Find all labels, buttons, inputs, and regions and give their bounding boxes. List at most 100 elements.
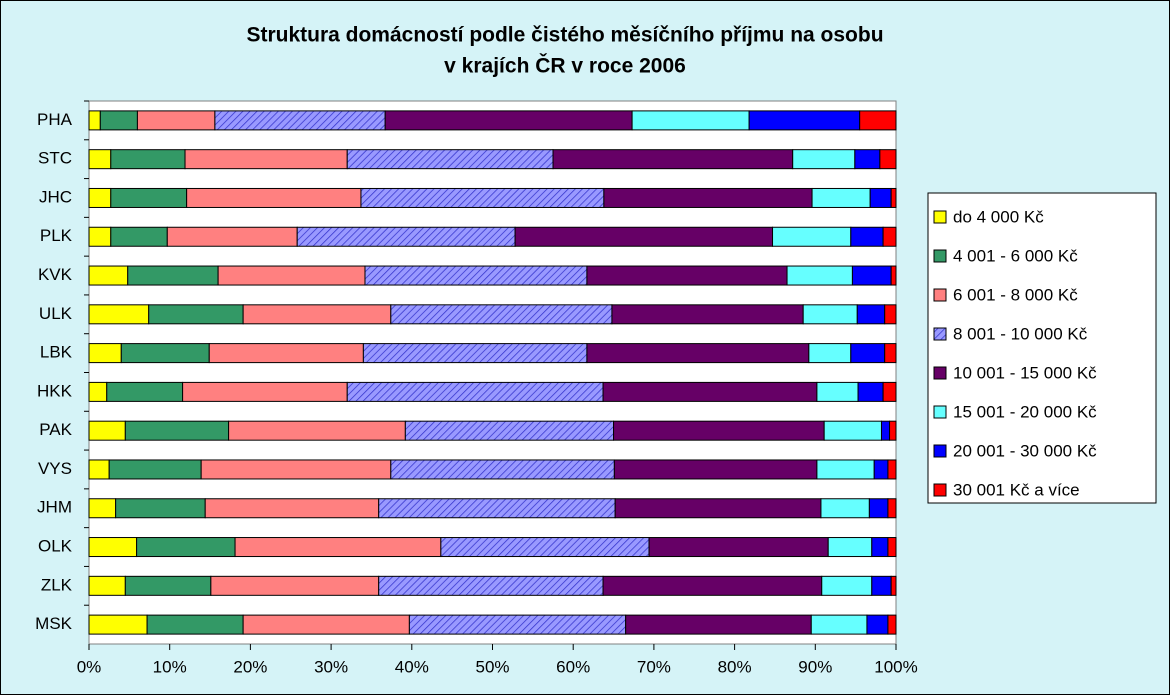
bar-segment bbox=[108, 459, 202, 480]
bar-segment bbox=[242, 614, 410, 635]
bar-segment bbox=[882, 226, 897, 247]
legend-label: do 4 000 Kč bbox=[953, 207, 1044, 226]
bar-segment bbox=[88, 575, 126, 596]
y-tick-label: VYS bbox=[38, 459, 72, 478]
bar-segment bbox=[850, 226, 884, 247]
bar-segment bbox=[882, 381, 897, 402]
bar-segment bbox=[148, 304, 244, 325]
bar-segment bbox=[166, 226, 298, 247]
bar-segment bbox=[889, 420, 897, 441]
bar-segment bbox=[586, 343, 810, 364]
bar-segment bbox=[871, 537, 889, 558]
legend-swatch bbox=[933, 327, 947, 341]
bar-segment bbox=[88, 420, 126, 441]
y-tick-label: PHA bbox=[37, 110, 73, 129]
bar-segment bbox=[182, 381, 348, 402]
bar-segment bbox=[378, 575, 604, 596]
bar-segment bbox=[792, 149, 856, 170]
bar-segment bbox=[404, 420, 615, 441]
x-tick-label: 40% bbox=[395, 657, 429, 676]
legend-swatch bbox=[933, 288, 947, 302]
bar-segment bbox=[120, 343, 210, 364]
bar-segment bbox=[208, 343, 364, 364]
legend-label: 8 001 - 10 000 Kč bbox=[953, 324, 1088, 343]
bar-segment bbox=[360, 187, 605, 208]
bar-segment bbox=[890, 187, 897, 208]
bar-segment bbox=[851, 265, 892, 286]
bar-segment bbox=[880, 420, 891, 441]
y-tick-label: ULK bbox=[39, 304, 73, 323]
bar-segment bbox=[115, 498, 206, 519]
legend-swatch bbox=[933, 405, 947, 419]
bar-segment bbox=[854, 149, 881, 170]
bar-segment bbox=[228, 420, 406, 441]
y-tick-label: MSK bbox=[35, 614, 73, 633]
bar-segment bbox=[378, 498, 616, 519]
bar-segment bbox=[887, 459, 897, 480]
x-tick-label: 70% bbox=[637, 657, 671, 676]
bar-segment bbox=[613, 459, 818, 480]
bar-segment bbox=[88, 110, 101, 131]
bar-segment bbox=[879, 149, 897, 170]
bar-segment bbox=[88, 381, 108, 402]
plot-area bbox=[88, 100, 897, 645]
bar-segment bbox=[210, 575, 380, 596]
bar-segment bbox=[816, 381, 859, 402]
legend-label: 20 001 - 30 000 Kč bbox=[953, 441, 1097, 460]
bar-segment bbox=[810, 614, 868, 635]
chart-title: v krajích ČR v roce 2006 bbox=[444, 54, 686, 78]
bar-segment bbox=[884, 343, 897, 364]
bar-segment bbox=[146, 614, 244, 635]
bar-segment bbox=[856, 304, 886, 325]
chart-title: Struktura domácností podle čistého měsíč… bbox=[246, 24, 883, 47]
legend-label: 6 001 - 8 000 Kč bbox=[953, 285, 1078, 304]
bar-segment bbox=[440, 537, 650, 558]
bar-segment bbox=[88, 459, 110, 480]
bar-segment bbox=[887, 498, 897, 519]
legend-swatch bbox=[933, 444, 947, 458]
bar-segment bbox=[88, 343, 122, 364]
y-tick-label: ZLK bbox=[41, 575, 73, 594]
x-tick-label: 30% bbox=[314, 657, 348, 676]
x-tick-label: 10% bbox=[153, 657, 187, 676]
bar-segment bbox=[186, 187, 362, 208]
bar-segment bbox=[850, 343, 886, 364]
bar-segment bbox=[99, 110, 138, 131]
x-tick-label: 100% bbox=[874, 657, 917, 676]
bar-segment bbox=[887, 614, 897, 635]
bar-segment bbox=[346, 149, 554, 170]
legend-swatch bbox=[933, 483, 947, 497]
bar-segment bbox=[808, 343, 852, 364]
bar-segment bbox=[816, 459, 875, 480]
legend-label: 4 001 - 6 000 Kč bbox=[953, 246, 1078, 265]
bar-segment bbox=[110, 226, 168, 247]
y-tick-label: JHC bbox=[39, 187, 72, 206]
bar-segment bbox=[390, 459, 615, 480]
bar-segment bbox=[88, 226, 112, 247]
bar-segment bbox=[748, 110, 861, 131]
bar-segment bbox=[786, 265, 853, 286]
bar-segment bbox=[362, 343, 588, 364]
x-tick-label: 0% bbox=[77, 657, 102, 676]
bar-segment bbox=[88, 265, 129, 286]
bar-segment bbox=[124, 575, 212, 596]
bar-segment bbox=[124, 420, 230, 441]
bar-segment bbox=[823, 420, 882, 441]
bar-segment bbox=[136, 537, 236, 558]
bar-segment bbox=[390, 304, 613, 325]
bar-segment bbox=[127, 265, 219, 286]
legend bbox=[927, 192, 1157, 504]
bar-segment bbox=[613, 420, 825, 441]
y-tick-label: OLK bbox=[38, 537, 73, 556]
y-tick-label: PLK bbox=[40, 226, 73, 245]
bar-segment bbox=[866, 614, 889, 635]
bar-segment bbox=[184, 149, 348, 170]
bar-segment bbox=[88, 614, 148, 635]
bar-segment bbox=[110, 149, 186, 170]
bar-segment bbox=[88, 304, 150, 325]
bar-segment bbox=[772, 226, 852, 247]
bar-segment bbox=[296, 226, 516, 247]
legend-swatch bbox=[933, 249, 947, 263]
